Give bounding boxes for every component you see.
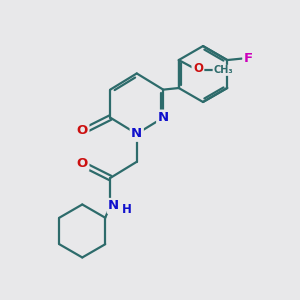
Text: O: O	[193, 62, 203, 75]
Text: H: H	[122, 203, 131, 216]
Text: O: O	[77, 157, 88, 170]
Text: F: F	[244, 52, 253, 65]
Text: N: N	[108, 200, 119, 212]
Text: N: N	[158, 111, 169, 124]
Text: O: O	[77, 124, 88, 137]
Text: CH₃: CH₃	[213, 65, 233, 75]
Text: N: N	[131, 127, 142, 140]
